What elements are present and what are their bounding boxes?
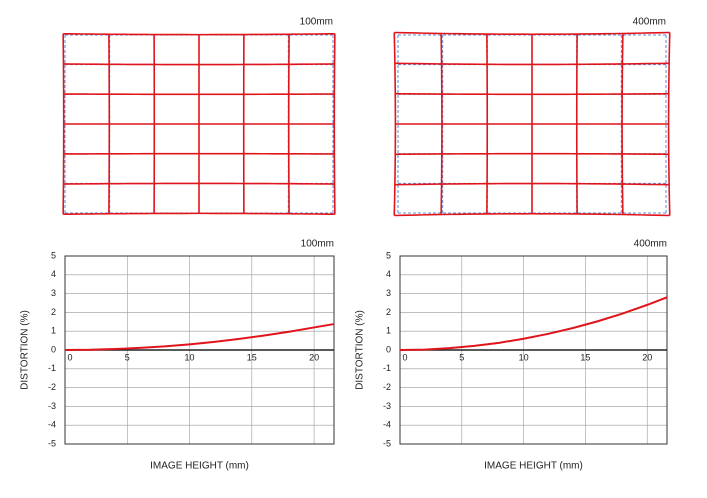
y-tick-label: 3 bbox=[386, 288, 391, 298]
y-tick-label: 1 bbox=[386, 326, 391, 336]
chart-title: 400mm bbox=[633, 17, 666, 28]
y-tick-label: -4 bbox=[48, 420, 56, 430]
distorted-grid bbox=[62, 33, 65, 215]
y-tick-label: 1 bbox=[51, 326, 56, 336]
distorted-grid bbox=[394, 182, 670, 186]
x-tick-label: 10 bbox=[519, 352, 529, 362]
y-tick-label: -2 bbox=[48, 382, 56, 392]
distorted-grid bbox=[394, 212, 670, 217]
distorted-grid bbox=[63, 212, 335, 216]
chart-title: 100mm bbox=[301, 239, 334, 250]
distorted-grid bbox=[63, 182, 335, 185]
y-tick-label: 0 bbox=[386, 344, 391, 354]
y-tick-label: -4 bbox=[383, 420, 391, 430]
y-tick-label: 2 bbox=[386, 307, 391, 317]
y-tick-label: -3 bbox=[48, 401, 56, 411]
distorted-grid bbox=[395, 152, 669, 156]
y-tick-label: 3 bbox=[51, 288, 56, 298]
x-tick-label: 15 bbox=[247, 352, 257, 362]
x-tick-label: 20 bbox=[309, 352, 319, 362]
distorted-grid bbox=[63, 32, 335, 36]
distortion-line bbox=[64, 323, 335, 351]
x-axis-label: IMAGE HEIGHT (mm) bbox=[150, 461, 249, 472]
x-tick-label: 5 bbox=[459, 352, 464, 362]
y-tick-label: -2 bbox=[383, 382, 391, 392]
distortion-line bbox=[399, 296, 668, 351]
y-axis-label: DISTORTION (%) bbox=[355, 310, 366, 390]
distorted-grid bbox=[394, 31, 670, 36]
x-tick-label: 0 bbox=[402, 352, 407, 362]
x-tick-label: 20 bbox=[642, 352, 652, 362]
y-tick-label: 2 bbox=[51, 307, 56, 317]
x-tick-label: 5 bbox=[125, 352, 130, 362]
x-tick-label: 0 bbox=[67, 352, 72, 362]
chart-title: 400mm bbox=[634, 239, 667, 250]
x-tick-label: 10 bbox=[185, 352, 195, 362]
x-tick-label: 15 bbox=[580, 352, 590, 362]
y-axis-label: DISTORTION (%) bbox=[20, 310, 31, 390]
y-tick-label: 0 bbox=[51, 344, 56, 354]
y-tick-label: 4 bbox=[51, 269, 56, 279]
distorted-grid bbox=[333, 33, 336, 215]
y-tick-label: -5 bbox=[383, 438, 391, 448]
x-axis-label: IMAGE HEIGHT (mm) bbox=[484, 461, 583, 472]
distorted-grid bbox=[667, 32, 671, 216]
y-tick-label: 5 bbox=[386, 250, 391, 260]
y-tick-label: 4 bbox=[386, 269, 391, 279]
distorted-grid bbox=[393, 32, 397, 216]
y-tick-label: -1 bbox=[383, 363, 391, 373]
distorted-grid bbox=[621, 33, 624, 215]
chart-title: 100mm bbox=[300, 17, 333, 28]
y-tick-label: -3 bbox=[383, 401, 391, 411]
y-tick-label: -1 bbox=[48, 363, 56, 373]
y-tick-label: 5 bbox=[51, 250, 56, 260]
y-tick-label: -5 bbox=[48, 438, 56, 448]
